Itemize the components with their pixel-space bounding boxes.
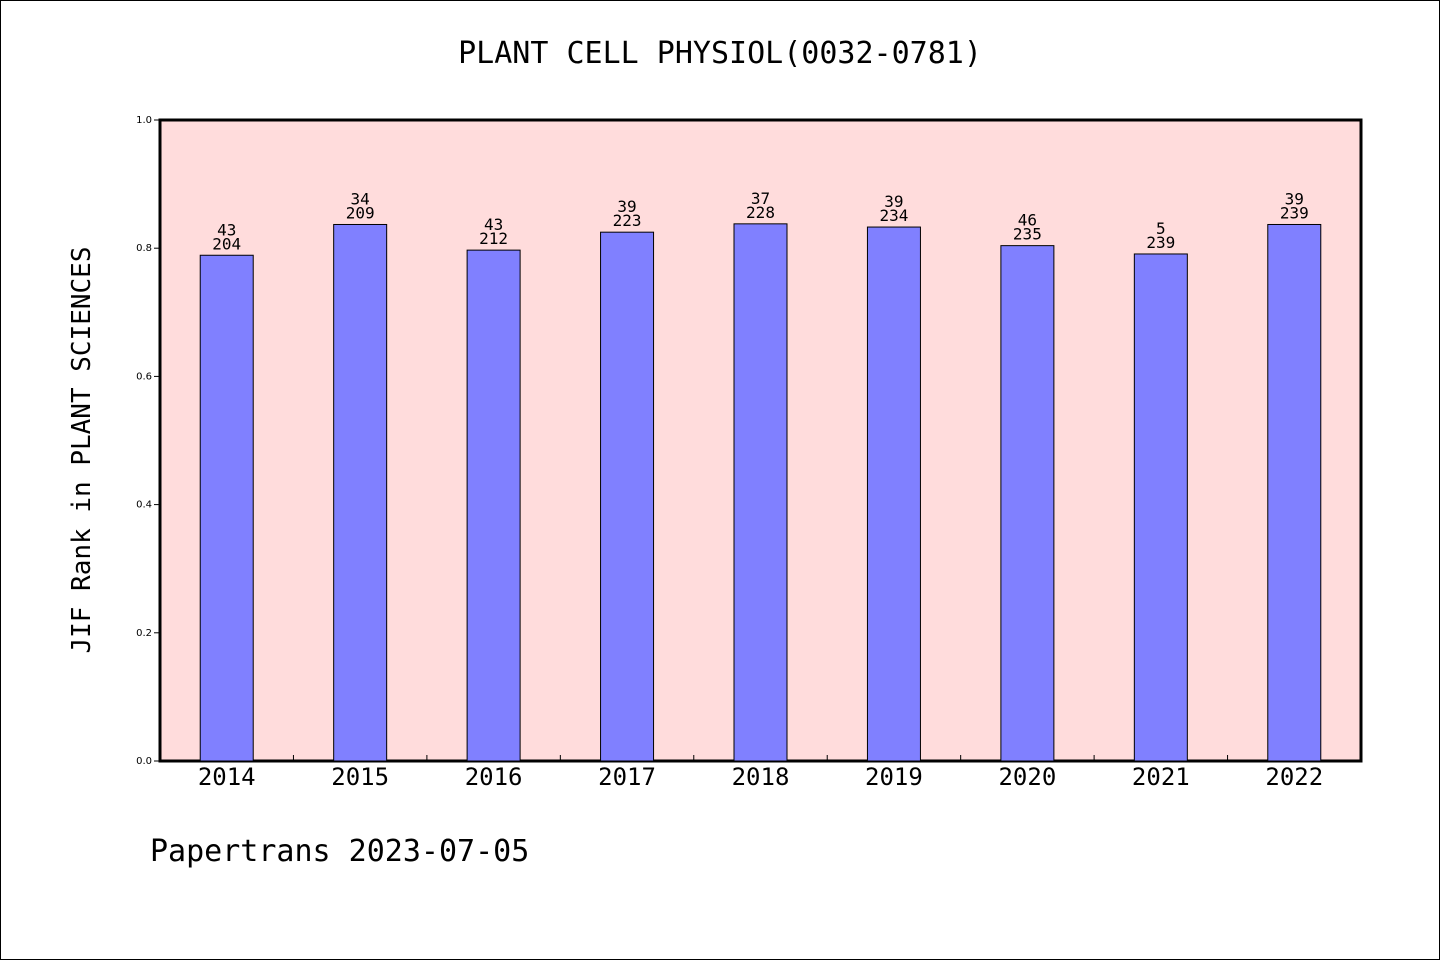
bar-label-rank: 39 bbox=[884, 192, 903, 211]
bar-label-rank: 46 bbox=[1018, 211, 1037, 230]
x-tick-label: 2022 bbox=[1265, 763, 1323, 791]
bar-2020 bbox=[1000, 245, 1055, 762]
bar-label-total: 228 bbox=[746, 203, 775, 222]
bar-label-total: 234 bbox=[879, 206, 908, 225]
bar-label-total: 223 bbox=[613, 211, 642, 230]
bar-2019 bbox=[866, 226, 921, 762]
bar-label-total: 235 bbox=[1013, 225, 1042, 244]
bar-2022 bbox=[1267, 223, 1322, 762]
y-tick-label: 0.4 bbox=[136, 500, 152, 511]
bar-label-rank: 5 bbox=[1156, 219, 1166, 238]
footer-text: Papertrans 2023-07-05 bbox=[150, 834, 530, 869]
bar-2015 bbox=[333, 223, 388, 762]
bar-2017 bbox=[600, 231, 655, 762]
x-tick-label: 2017 bbox=[598, 763, 656, 791]
y-tick-label: 0.8 bbox=[136, 243, 152, 254]
bar-label-rank: 39 bbox=[1285, 189, 1304, 208]
bar-label-total: 239 bbox=[1280, 203, 1309, 222]
bar-label-total: 209 bbox=[346, 203, 375, 222]
chart-title: PLANT CELL PHYSIOL(0032-0781) bbox=[458, 36, 982, 71]
y-tick-label: 0.0 bbox=[136, 756, 152, 767]
x-tick-label: 2020 bbox=[998, 763, 1056, 791]
bar-label-rank: 34 bbox=[351, 189, 370, 208]
x-tick-label: 2016 bbox=[465, 763, 523, 791]
bar-2018 bbox=[733, 223, 788, 762]
y-tick-label: 0.2 bbox=[136, 628, 152, 639]
bar-label-rank: 39 bbox=[617, 197, 636, 216]
y-tick-label: 0.6 bbox=[136, 371, 152, 382]
y-axis-label: JIF Rank in PLANT SCIENCES bbox=[67, 247, 97, 654]
x-tick-label: 2021 bbox=[1132, 763, 1190, 791]
x-tick-label: 2018 bbox=[732, 763, 790, 791]
bar-label-rank: 37 bbox=[751, 189, 770, 208]
y-tick-label: 1.0 bbox=[136, 115, 152, 126]
bar-label-total: 212 bbox=[479, 229, 508, 248]
bar-2021 bbox=[1133, 253, 1188, 762]
bar-label-rank: 43 bbox=[217, 220, 236, 239]
bar-label-total: 239 bbox=[1146, 233, 1175, 252]
x-tick-label: 2014 bbox=[198, 763, 256, 791]
bar-2016 bbox=[466, 249, 521, 762]
bar-label-total: 204 bbox=[212, 234, 241, 253]
x-tick-label: 2019 bbox=[865, 763, 923, 791]
x-tick-label: 2015 bbox=[331, 763, 389, 791]
bar-label-rank: 43 bbox=[484, 215, 503, 234]
bar-2014 bbox=[199, 254, 254, 762]
